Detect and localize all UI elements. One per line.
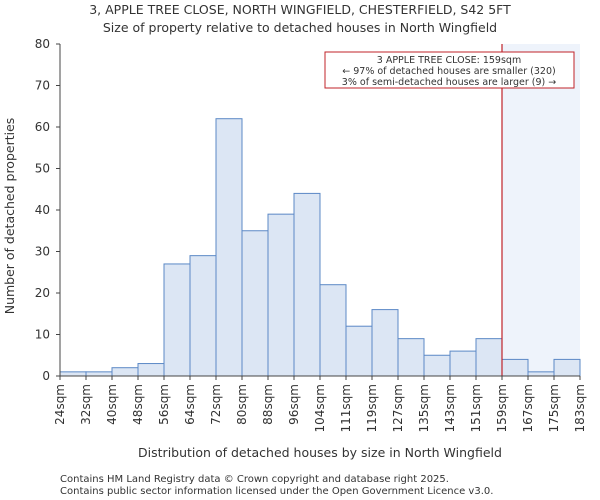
annotation-line-3: 3% of semi-detached houses are larger (9…: [342, 77, 556, 88]
x-tick-label-183sqm: 183sqm: [573, 384, 587, 432]
x-tick-label-56sqm: 56sqm: [157, 384, 171, 425]
x-tick-label-40sqm: 40sqm: [105, 384, 119, 425]
bar-32sqm: [85, 371, 113, 377]
bar-72sqm: [215, 118, 243, 377]
bar-24sqm: [59, 371, 87, 377]
x-tick-label-72sqm: 72sqm: [209, 384, 223, 425]
bar-80sqm: [241, 230, 269, 377]
bar-167sqm: [527, 371, 555, 377]
footer-line-1: Contains HM Land Registry data © Crown c…: [60, 474, 449, 485]
highlight-rect: [502, 44, 580, 376]
y-tick-label-70: 70: [35, 79, 50, 93]
x-tick-label-111sqm: 111sqm: [339, 384, 353, 432]
x-tick-label-159sqm: 159sqm: [495, 384, 509, 432]
x-tick-label-32sqm: 32sqm: [79, 384, 93, 425]
x-tick-label-127sqm: 127sqm: [391, 384, 405, 432]
x-axis-ticks: 24sqm 32sqm 40sqm 48sqm 56sqm 64sqm 72sqm 80sqm…: [53, 376, 587, 432]
annotation-box: 3 APPLE TREE CLOSE: 159sqm ← 97% of deta…: [324, 51, 575, 89]
x-tick-label-88sqm: 88sqm: [261, 384, 275, 425]
footer-line-2: Contains public sector information licen…: [60, 486, 493, 497]
chart-title: 3, APPLE TREE CLOSE, NORTH WINGFIELD, CH…: [89, 2, 511, 17]
bar-159sqm: [501, 358, 529, 377]
x-tick-label-143sqm: 143sqm: [443, 384, 457, 432]
x-tick-label-24sqm: 24sqm: [53, 384, 67, 425]
x-tick-label-151sqm: 151sqm: [469, 384, 483, 432]
y-tick-label-0: 0: [42, 369, 50, 383]
y-tick-label-80: 80: [35, 37, 50, 51]
bar-88sqm: [267, 213, 295, 377]
bar-135sqm: [423, 354, 451, 377]
bar-127sqm: [397, 338, 425, 377]
highlight-region: [502, 44, 580, 376]
x-tick-label-119sqm: 119sqm: [365, 384, 379, 432]
chart-subtitle: Size of property relative to detached ho…: [103, 20, 497, 35]
y-tick-label-30: 30: [35, 245, 50, 259]
y-tick-label-60: 60: [35, 120, 50, 134]
bar-48sqm: [137, 363, 165, 377]
x-axis-title: Distribution of detached houses by size …: [138, 445, 502, 460]
x-tick-label-64sqm: 64sqm: [183, 384, 197, 425]
annotation-line-2: ← 97% of detached houses are smaller (32…: [342, 66, 555, 77]
bar-119sqm: [371, 309, 399, 377]
bar-40sqm: [111, 367, 139, 377]
y-axis-ticks: 0 10 20 30 40 50 60 70 80: [35, 37, 60, 383]
x-tick-label-135sqm: 135sqm: [417, 384, 431, 432]
y-tick-label-10: 10: [35, 328, 50, 342]
y-tick-label-40: 40: [35, 203, 50, 217]
bars: [59, 118, 581, 377]
y-tick-label-50: 50: [35, 162, 50, 176]
x-tick-label-175sqm: 175sqm: [547, 384, 561, 432]
bar-56sqm: [163, 263, 191, 377]
bar-104sqm: [319, 284, 347, 377]
y-tick-label-20: 20: [35, 286, 50, 300]
annotation-border: [324, 51, 575, 89]
y-axis-title: Number of detached properties: [2, 118, 17, 315]
bar-96sqm: [293, 192, 321, 377]
x-tick-label-96sqm: 96sqm: [287, 384, 301, 425]
x-tick-label-80sqm: 80sqm: [235, 384, 249, 425]
x-tick-label-104sqm: 104sqm: [313, 384, 327, 432]
x-tick-label-167sqm: 167sqm: [521, 384, 535, 432]
bar-151sqm: [475, 338, 503, 377]
bar-143sqm: [449, 350, 477, 377]
x-tick-label-48sqm: 48sqm: [131, 384, 145, 425]
bar-64sqm: [189, 255, 217, 377]
annotation-line-1: 3 APPLE TREE CLOSE: 159sqm: [377, 55, 521, 66]
bar-111sqm: [345, 325, 373, 377]
bar-175sqm: [553, 358, 581, 377]
